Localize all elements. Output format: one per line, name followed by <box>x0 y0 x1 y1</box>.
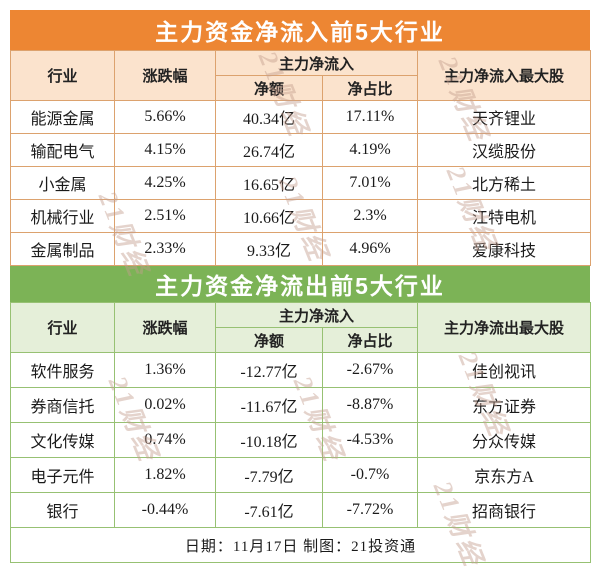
change-cell: 1.82% <box>114 457 216 493</box>
inflow-col-net-ratio: 净占比 <box>321 75 419 101</box>
net-ratio-cell: 17.11% <box>321 100 419 134</box>
top-stock-cell: 京东方A <box>417 457 592 493</box>
net-amount-cell: 9.33亿 <box>215 232 323 266</box>
table-row: 文化传媒 0.74% -10.18亿 -4.53% 分众传媒 <box>10 422 592 458</box>
table-row: 金属制品 2.33% 9.33亿 4.96% 爱康科技 <box>10 232 592 266</box>
inflow-col-group: 主力净流入 <box>214 50 419 76</box>
inflow-col-change: 涨跌幅 <box>114 50 216 101</box>
inflow-table: 行业 涨跌幅 主力净流入 主力净流入最大股 净额 净占比 能源金属 5.66% … <box>10 50 592 266</box>
net-ratio-cell: 7.01% <box>321 166 419 200</box>
table-row: 能源金属 5.66% 40.34亿 17.11% 天齐锂业 <box>10 100 592 134</box>
outflow-table-header: 行业 涨跌幅 主力净流入 主力净流出最大股 净额 净占比 <box>10 302 592 353</box>
inflow-banner-title: 主力资金净流入前5大行业 <box>10 10 590 50</box>
change-cell: 2.51% <box>114 199 216 233</box>
inflow-col-industry: 行业 <box>10 50 115 101</box>
industry-cell: 软件服务 <box>10 352 115 388</box>
net-ratio-cell: -8.87% <box>321 387 419 423</box>
top-stock-cell: 东方证券 <box>417 387 592 423</box>
net-amount-cell: -10.18亿 <box>215 422 323 458</box>
net-amount-cell: -7.79亿 <box>215 457 323 493</box>
tables-sheet: 主力资金净流入前5大行业 行业 涨跌幅 主力净流入 主力净流入最大股 净额 净占… <box>9 10 592 563</box>
change-cell: 0.74% <box>114 422 216 458</box>
net-amount-cell: 10.66亿 <box>215 199 323 233</box>
top-stock-cell: 爱康科技 <box>417 232 592 266</box>
top-stock-cell: 招商银行 <box>417 492 592 528</box>
inflow-col-net-amount: 净额 <box>215 75 323 101</box>
net-ratio-cell: 4.96% <box>321 232 419 266</box>
table-row: 券商信托 0.02% -11.67亿 -8.87% 东方证券 <box>10 387 592 423</box>
change-cell: 4.15% <box>114 133 216 167</box>
table-row: 电子元件 1.82% -7.79亿 -0.7% 京东方A <box>10 457 592 493</box>
outflow-table: 行业 涨跌幅 主力净流入 主力净流出最大股 净额 净占比 软件服务 1.36% … <box>9 302 592 563</box>
net-amount-cell: -7.61亿 <box>215 492 323 528</box>
top-stock-cell: 江特电机 <box>417 199 592 233</box>
footer-row: 日期：11月17日 制图：21投资通 <box>9 527 592 563</box>
inflow-col-top-stock: 主力净流入最大股 <box>417 50 592 101</box>
outflow-col-top-stock: 主力净流出最大股 <box>417 302 592 353</box>
top-stock-cell: 天齐锂业 <box>417 100 592 134</box>
top-stock-cell: 分众传媒 <box>417 422 592 458</box>
net-ratio-cell: 2.3% <box>321 199 419 233</box>
industry-cell: 机械行业 <box>10 199 115 233</box>
industry-cell: 文化传媒 <box>10 422 115 458</box>
top-stock-cell: 北方稀土 <box>417 166 592 200</box>
outflow-col-group: 主力净流入 <box>214 302 419 328</box>
outflow-col-net-amount: 净额 <box>215 327 323 353</box>
net-amount-cell: 16.65亿 <box>215 166 323 200</box>
outflow-col-net-ratio: 净占比 <box>321 327 419 353</box>
industry-cell: 输配电气 <box>10 133 115 167</box>
outflow-col-industry: 行业 <box>10 302 115 353</box>
net-ratio-cell: -0.7% <box>321 457 419 493</box>
table-row: 小金属 4.25% 16.65亿 7.01% 北方稀土 <box>10 166 592 200</box>
change-cell: -0.44% <box>114 492 216 528</box>
change-cell: 2.33% <box>114 232 216 266</box>
table-row: 软件服务 1.36% -12.77亿 -2.67% 佳创视讯 <box>10 352 592 388</box>
net-ratio-cell: -4.53% <box>321 422 419 458</box>
net-ratio-cell: 4.19% <box>321 133 419 167</box>
industry-cell: 电子元件 <box>10 457 115 493</box>
net-amount-cell: 26.74亿 <box>215 133 323 167</box>
top-stock-cell: 汉缆股份 <box>417 133 592 167</box>
net-amount-cell: -11.67亿 <box>215 387 323 423</box>
footer-text: 日期：11月17日 制图：21投资通 <box>9 527 592 563</box>
change-cell: 4.25% <box>114 166 216 200</box>
change-cell: 1.36% <box>114 352 216 388</box>
change-cell: 0.02% <box>114 387 216 423</box>
industry-cell: 银行 <box>10 492 115 528</box>
outflow-col-change: 涨跌幅 <box>114 302 216 353</box>
net-amount-cell: -12.77亿 <box>215 352 323 388</box>
net-amount-cell: 40.34亿 <box>215 100 323 134</box>
industry-cell: 能源金属 <box>10 100 115 134</box>
industry-cell: 券商信托 <box>10 387 115 423</box>
top-stock-cell: 佳创视讯 <box>417 352 592 388</box>
table-row: 银行 -0.44% -7.61亿 -7.72% 招商银行 <box>10 492 592 528</box>
net-ratio-cell: -2.67% <box>321 352 419 388</box>
industry-cell: 小金属 <box>10 166 115 200</box>
table-row: 机械行业 2.51% 10.66亿 2.3% 江特电机 <box>10 199 592 233</box>
table-row: 输配电气 4.15% 26.74亿 4.19% 汉缆股份 <box>10 133 592 167</box>
net-ratio-cell: -7.72% <box>321 492 419 528</box>
change-cell: 5.66% <box>114 100 216 134</box>
inflow-table-header: 行业 涨跌幅 主力净流入 主力净流入最大股 净额 净占比 <box>10 50 592 101</box>
outflow-banner-title: 主力资金净流出前5大行业 <box>10 266 590 302</box>
industry-cell: 金属制品 <box>10 232 115 266</box>
